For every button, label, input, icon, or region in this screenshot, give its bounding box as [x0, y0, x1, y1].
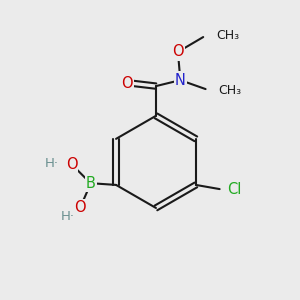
Text: CH₃: CH₃ — [217, 29, 240, 42]
Text: O: O — [66, 157, 77, 172]
Text: O: O — [75, 200, 86, 215]
Text: O: O — [121, 76, 133, 91]
Text: O: O — [172, 44, 184, 59]
Text: H·: H· — [61, 210, 75, 223]
Text: N: N — [175, 73, 186, 88]
Text: H·: H· — [45, 157, 59, 170]
Text: Cl: Cl — [227, 182, 242, 197]
Text: CH₃: CH₃ — [218, 84, 241, 97]
Text: B: B — [86, 176, 96, 191]
